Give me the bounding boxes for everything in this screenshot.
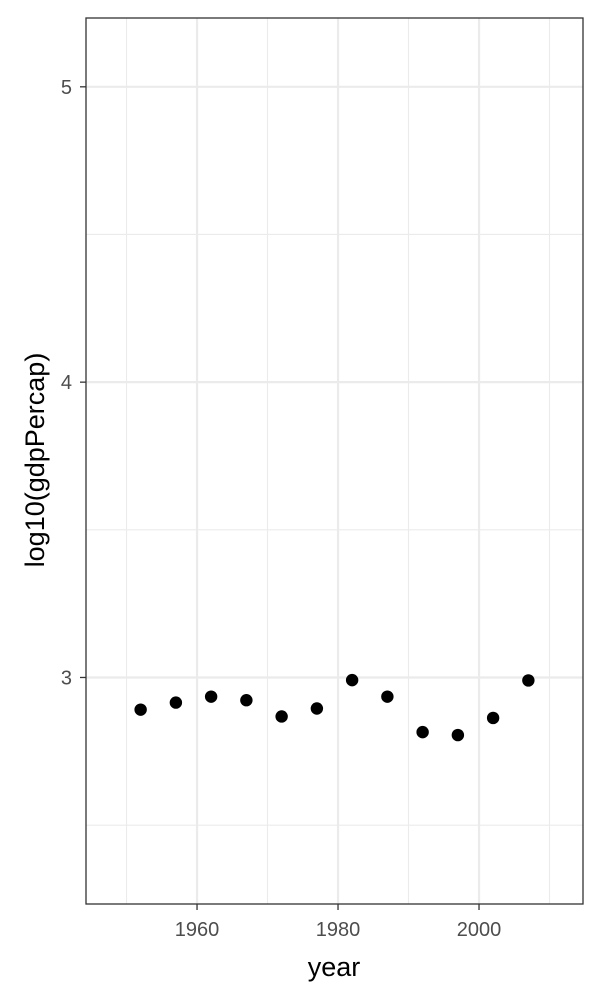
data-point	[451, 728, 465, 742]
x-tick-label: 1980	[316, 919, 361, 941]
tick-labels: 1960 1980 2000 3 4 5	[61, 77, 501, 941]
data-point	[169, 696, 183, 709]
y-axis-title: log10(gdpPercap)	[20, 353, 50, 568]
data-point	[275, 710, 288, 723]
data-point	[310, 702, 324, 715]
y-tick-label: 3	[61, 667, 72, 689]
data-point	[522, 674, 535, 687]
y-tick-label: 5	[61, 77, 72, 99]
axis-ticks	[80, 86, 480, 910]
data-point	[134, 703, 147, 716]
minor-gridlines	[86, 18, 583, 904]
panel-border	[85, 17, 584, 905]
y-tick-label: 4	[61, 372, 72, 394]
data-point	[486, 711, 500, 725]
major-gridlines	[86, 18, 583, 904]
x-tick-label: 1960	[175, 919, 220, 941]
x-axis-title: year	[308, 952, 361, 982]
data-point	[204, 690, 218, 703]
data-point	[416, 725, 429, 739]
data-point	[240, 694, 253, 707]
data-points	[134, 673, 535, 742]
data-point	[345, 673, 359, 687]
x-tick-label: 2000	[457, 919, 502, 941]
data-point	[381, 690, 394, 703]
